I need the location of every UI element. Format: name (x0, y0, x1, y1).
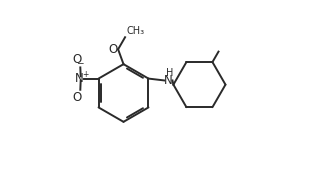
Text: N: N (164, 74, 173, 87)
Text: O: O (108, 43, 117, 56)
Text: H: H (165, 68, 173, 78)
Text: −: − (76, 58, 83, 67)
Text: CH₃: CH₃ (126, 26, 144, 36)
Text: +: + (82, 70, 88, 79)
Text: O: O (72, 91, 82, 104)
Text: N: N (75, 72, 83, 85)
Text: O: O (72, 53, 82, 66)
